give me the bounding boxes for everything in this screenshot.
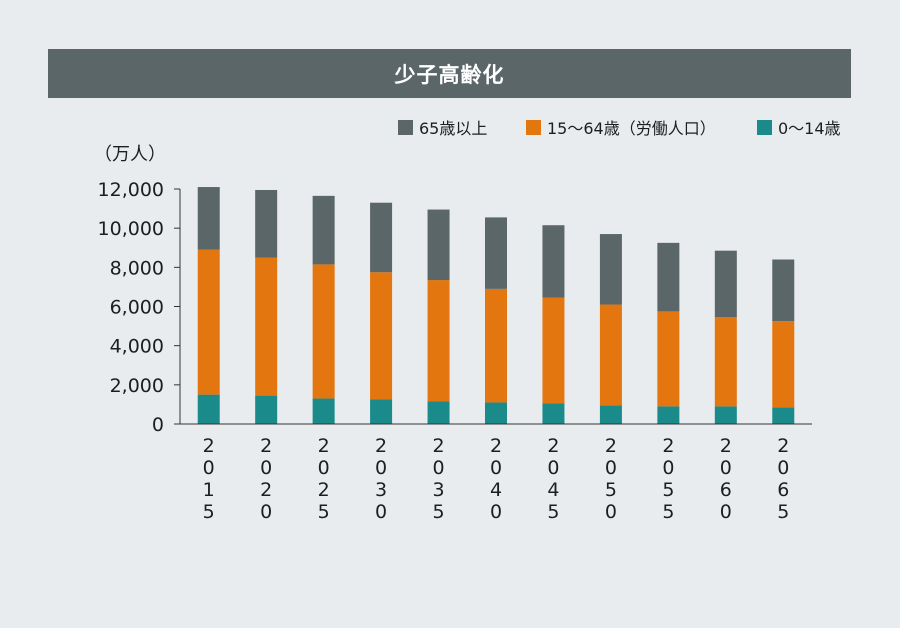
bar-segment [772, 407, 795, 424]
bars [197, 187, 795, 424]
y-tick-label: 12,000 [98, 179, 164, 201]
bar-segment [197, 249, 220, 395]
bar-segment [370, 399, 393, 424]
y-tick-label: 2,000 [110, 375, 164, 397]
bar-segment [427, 209, 450, 281]
x-axis: 2 0 1 5 2 0 2 0 2 0 2 5 2 0 3 0 2 0 3 5 2 0 4 0 2 0 4 5 2 0 5 0 2 0 5 5 2 0 6 0… [180, 423, 812, 523]
bar-segment [599, 405, 622, 424]
bar-segment [370, 202, 393, 273]
legend-swatch [757, 120, 772, 135]
bar-segment [714, 250, 737, 318]
bar-segment [599, 304, 622, 406]
legend: 65歳以上 15〜64歳（労働人口） 0〜14歳 [398, 119, 841, 138]
bar-segment [772, 321, 795, 408]
bar-segment [197, 187, 220, 250]
bar-segment [312, 195, 335, 265]
bar-segment [427, 401, 450, 424]
bar-segment [714, 406, 737, 424]
bar-segment [312, 264, 335, 399]
legend-label: 0〜14歳 [778, 119, 841, 138]
bar-segment [542, 297, 565, 404]
bar-segment [542, 403, 565, 424]
bar-segment [657, 242, 680, 312]
y-axis: 0 2,000 4,000 6,000 8,000 10,000 12,000 [98, 179, 181, 436]
y-tick-label: 6,000 [110, 297, 164, 319]
y-tick-label: 8,000 [110, 257, 164, 279]
legend-swatch [398, 120, 413, 135]
y-axis-unit-label: （万人） [94, 144, 166, 165]
bar-segment [772, 259, 795, 322]
y-tick-label: 0 [152, 414, 164, 436]
legend-label: 65歳以上 [419, 119, 487, 138]
bar-segment [255, 257, 278, 396]
bar-segment [485, 402, 507, 424]
chart-title: 少子高齢化 [48, 49, 851, 98]
y-tick-label: 10,000 [98, 218, 164, 240]
bar-segment [542, 225, 565, 298]
bar-segment [485, 288, 507, 403]
bar-segment [197, 394, 220, 424]
bar-segment [255, 395, 278, 424]
legend-swatch [526, 120, 541, 135]
y-tick-label: 4,000 [110, 336, 164, 358]
bar-segment [714, 317, 737, 407]
bar-segment [370, 272, 393, 400]
bar-segment [657, 406, 680, 424]
bar-segment [657, 311, 680, 407]
bar-segment [427, 280, 450, 402]
bar-segment [599, 234, 622, 305]
bar-segment [485, 217, 507, 289]
legend-label: 15〜64歳（労働人口） [547, 119, 716, 138]
bar-segment [312, 398, 335, 424]
bar-segment [255, 189, 278, 258]
